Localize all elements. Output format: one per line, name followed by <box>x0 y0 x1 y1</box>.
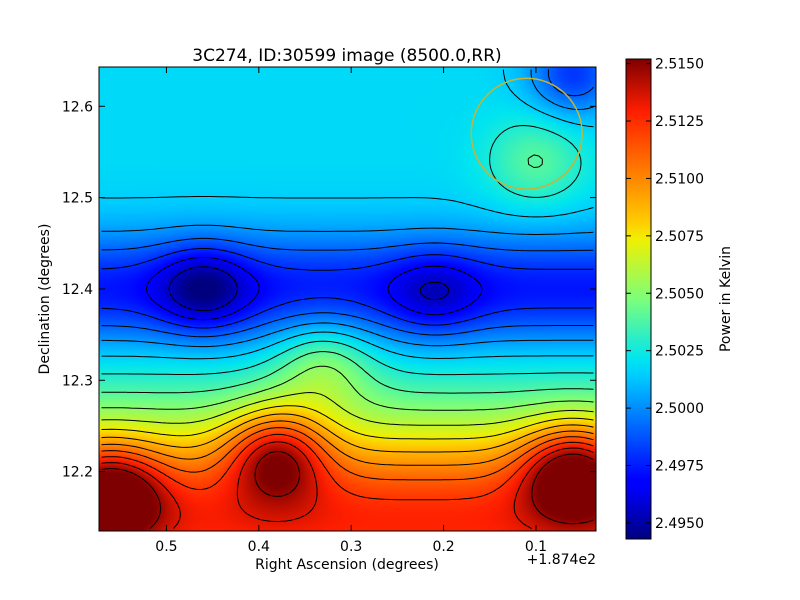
x-axis-ticks: 0.5 0.4 0.3 0.2 0.1 <box>155 67 547 555</box>
contour-line <box>101 427 594 481</box>
contour-line <box>101 69 594 348</box>
x-offset-label: +1.874e2 <box>527 552 596 568</box>
colorbar-tick-label: 2.5050 <box>655 286 704 302</box>
heatmap-area <box>99 67 596 531</box>
contour-line <box>101 451 594 529</box>
colorbar-gradient <box>625 58 652 540</box>
colorbar-label: Power in Kelvin <box>718 246 734 352</box>
contour-line <box>101 413 594 453</box>
contour-line <box>101 125 594 376</box>
contour-line <box>101 365 594 411</box>
contour-line <box>145 257 483 321</box>
colorbar-tick-label: 2.5125 <box>655 114 704 130</box>
y-tick-label: 12.4 <box>62 282 93 298</box>
colorbar-tick-label: 2.4975 <box>655 459 704 475</box>
x-tick-label: 0.3 <box>340 539 362 555</box>
contour-line <box>101 433 594 501</box>
x-tick-label: 0.4 <box>248 539 270 555</box>
colorbar-tick-label: 2.4950 <box>655 516 704 532</box>
colorbar-tick-label: 2.5150 <box>655 57 704 73</box>
x-tick-label: 0.2 <box>432 539 454 555</box>
colorbar-tick-label: 2.5000 <box>655 401 704 417</box>
contour-line <box>168 266 450 312</box>
colorbar-tick-label: 2.5100 <box>655 171 704 187</box>
y-tick-label: 12.5 <box>62 191 93 207</box>
contour-line <box>101 248 594 329</box>
contour-line <box>101 154 594 394</box>
colorbar-tick-label: 2.5075 <box>655 229 704 245</box>
y-tick-label: 12.3 <box>62 373 93 389</box>
y-tick-label: 12.6 <box>62 99 93 115</box>
contour-line <box>101 405 594 440</box>
x-tick-label: 0.1 <box>525 539 547 555</box>
contour-line <box>101 69 594 338</box>
source-marker-circle <box>470 77 583 190</box>
heatmap-image <box>99 67 596 531</box>
contour-line <box>101 441 594 529</box>
chart-title: 3C274, ID:30599 image (8500.0,RR) <box>192 46 501 66</box>
y-axis-ticks: 12.2 12.3 12.4 12.5 12.6 <box>62 99 596 481</box>
y-tick-label: 12.2 <box>62 465 93 481</box>
colorbar-ticks: 2.4950 2.4975 2.5000 2.5025 2.5050 2.5075 2.51… <box>626 57 704 532</box>
contour-line <box>101 392 594 426</box>
colorbar-tick-label: 2.5025 <box>655 344 704 360</box>
contour-lines <box>101 69 594 529</box>
colorbar: 2.4950 2.4975 2.5000 2.5025 2.5050 2.5075 2.51… <box>625 57 734 540</box>
plot-frame <box>98 66 597 532</box>
x-axis-label: Right Ascension (degrees) <box>255 557 439 573</box>
x-tick-label: 0.5 <box>155 539 177 555</box>
contour-line <box>101 420 594 466</box>
y-axis-label: Declination (degrees) <box>37 224 53 375</box>
